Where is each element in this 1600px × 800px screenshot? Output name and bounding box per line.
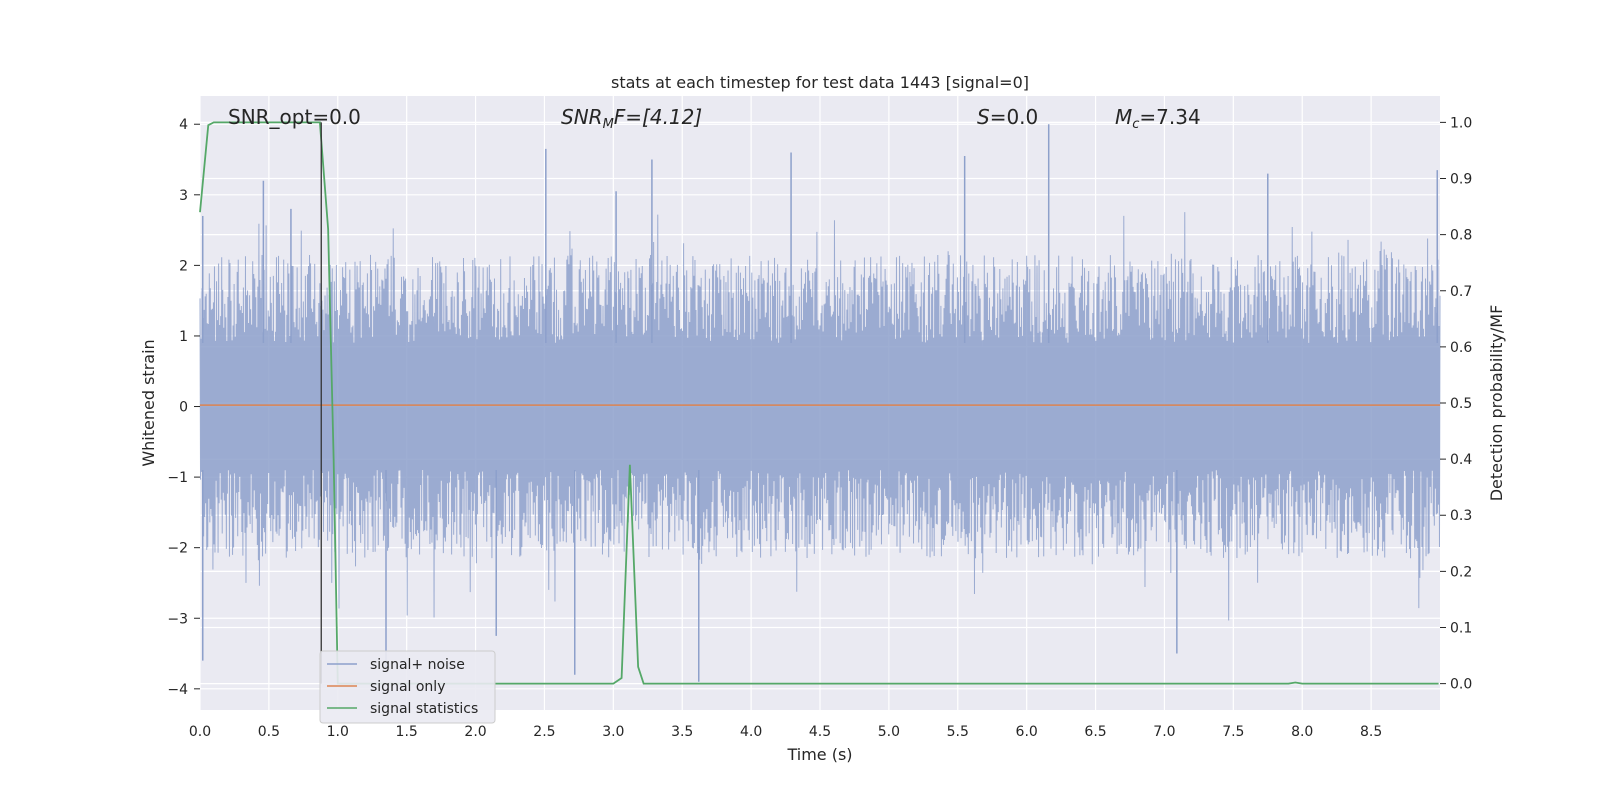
legend-label-signal-statistics: signal statistics bbox=[370, 701, 478, 717]
x-tick-label-16: 8.0 bbox=[1291, 724, 1313, 740]
legend: signal+ noise signal only signal statist… bbox=[319, 650, 496, 724]
annotation-snr-mf-sub: M bbox=[603, 117, 614, 132]
y-tick-label-6: −2 bbox=[167, 541, 188, 557]
x-tick-label-11: 5.5 bbox=[947, 724, 969, 740]
x-tick-label-7: 3.5 bbox=[671, 724, 693, 740]
legend-label-signal-only: signal only bbox=[370, 679, 445, 695]
annotation-snr-mf-rest: F=[4.12] bbox=[614, 105, 702, 129]
annotation-s-rest: =0.0 bbox=[990, 105, 1039, 129]
x-tick-label-9: 4.5 bbox=[809, 724, 831, 740]
annotation-snr-opt: SNR_opt=0.0 bbox=[228, 105, 361, 129]
series-signal-statistics bbox=[199, 121, 1439, 685]
x-tick-label-8: 4.0 bbox=[740, 724, 762, 740]
chart-title: stats at each timestep for test data 144… bbox=[611, 73, 1029, 92]
y2-tick-label-8: 0.2 bbox=[1450, 564, 1472, 580]
x-tick-label-1: 0.5 bbox=[258, 724, 280, 740]
x-tick-label-3: 1.5 bbox=[396, 724, 418, 740]
y2-tick-label-4: 0.6 bbox=[1450, 340, 1472, 356]
x-tick-label-13: 6.5 bbox=[1084, 724, 1106, 740]
y2-tick-label-1: 0.9 bbox=[1450, 172, 1472, 188]
annotation-s: S=0.0 bbox=[977, 105, 1038, 129]
y-tick-label-1: 3 bbox=[179, 188, 188, 204]
y2-tick-label-3: 0.7 bbox=[1450, 284, 1472, 300]
x-axis-label: Time (s) bbox=[786, 745, 852, 764]
annotation-snr-mf-label: SNR bbox=[561, 105, 603, 129]
y-tick-label-0: 4 bbox=[179, 117, 188, 133]
x-tick-label-5: 2.5 bbox=[533, 724, 555, 740]
y-tick-label-8: −4 bbox=[167, 682, 188, 698]
y-axis-label: Whitened strain bbox=[139, 339, 158, 466]
annotation-s-label: S bbox=[977, 105, 990, 129]
annotation-mc-sub: c bbox=[1132, 117, 1139, 132]
y2-tick-label-5: 0.5 bbox=[1450, 396, 1472, 412]
y2-tick-labels: 1.0 0.9 0.8 0.7 0.6 0.5 0.4 0.3 0.2 0.1 0.0 bbox=[1440, 115, 1472, 693]
y-tick-label-2: 2 bbox=[179, 258, 188, 274]
y-tick-label-7: −3 bbox=[167, 611, 188, 627]
y-tick-label-5: −1 bbox=[167, 470, 188, 486]
annotation-mc-label: M bbox=[1115, 105, 1132, 129]
x-tick-label-0: 0.0 bbox=[189, 724, 211, 740]
annotation-mc-rest: =7.34 bbox=[1139, 105, 1200, 129]
legend-label-signal-noise: signal+ noise bbox=[370, 657, 465, 673]
x-tick-label-4: 2.0 bbox=[464, 724, 486, 740]
y2-tick-label-0: 1.0 bbox=[1450, 115, 1472, 131]
y2-tick-label-10: 0.0 bbox=[1450, 677, 1472, 693]
y2-axis-label: Detection probability/MF bbox=[1487, 305, 1506, 502]
y2-tick-label-9: 0.1 bbox=[1450, 620, 1472, 636]
y2-tick-label-6: 0.4 bbox=[1450, 452, 1472, 468]
legend-box bbox=[319, 650, 496, 724]
annotation-snr-mf: SNRMF=[4.12] bbox=[561, 105, 702, 132]
x-tick-labels: 0.0 0.5 1.0 1.5 2.0 2.5 3.0 3.5 4.0 4.5 5.0 5.5 6.0 6… bbox=[189, 724, 1382, 740]
y2-tick-label-2: 0.8 bbox=[1450, 228, 1472, 244]
x-tick-label-17: 8.5 bbox=[1360, 724, 1382, 740]
y-tick-label-4: 0 bbox=[179, 400, 188, 416]
y-tick-labels: 4 3 2 1 0 −1 −2 −3 −4 bbox=[167, 117, 200, 698]
y-tick-label-3: 1 bbox=[179, 329, 188, 345]
signal-noise-line bbox=[199, 212, 1441, 621]
annotation-mc: Mc=7.34 bbox=[1115, 105, 1201, 132]
x-tick-label-10: 5.0 bbox=[878, 724, 900, 740]
series-signal-noise bbox=[199, 124, 1441, 682]
x-tick-label-6: 3.0 bbox=[602, 724, 624, 740]
x-tick-label-2: 1.0 bbox=[327, 724, 349, 740]
x-tick-label-14: 7.0 bbox=[1153, 724, 1175, 740]
x-tick-label-15: 7.5 bbox=[1222, 724, 1244, 740]
y2-tick-label-7: 0.3 bbox=[1450, 508, 1472, 524]
signal-statistics-line bbox=[199, 121, 1439, 685]
x-tick-label-12: 6.0 bbox=[1016, 724, 1038, 740]
